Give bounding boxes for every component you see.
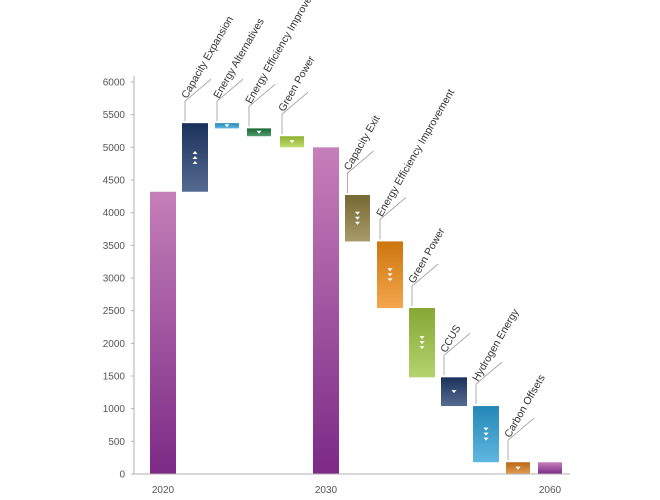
total-bar	[150, 191, 176, 474]
total-bar	[538, 462, 562, 474]
down-arrow-icon	[256, 130, 262, 134]
y-tick-label: 6000	[103, 78, 126, 89]
label-leader-line	[379, 197, 407, 240]
down-arrow-icon	[515, 466, 521, 470]
down-arrow-icon	[483, 432, 489, 436]
down-arrow-icon	[224, 124, 230, 128]
y-tick-label: 3500	[103, 241, 126, 252]
label-leader-line	[411, 263, 439, 307]
x-category-label: 2030	[315, 485, 338, 496]
x-category-label: 2020	[152, 485, 175, 496]
y-tick-label: 2500	[103, 306, 126, 317]
step-label: Hydrogen Energy	[470, 306, 522, 383]
down-arrow-icon	[387, 268, 393, 272]
y-tick-label: 5000	[103, 143, 126, 154]
down-arrow-icon	[483, 437, 489, 441]
y-tick-label: 1500	[103, 372, 126, 383]
down-arrow-icon	[387, 273, 393, 277]
label-leader-line	[184, 78, 212, 122]
step-label: Green Power	[406, 226, 448, 286]
down-arrow-icon	[451, 390, 457, 394]
label-leader-line	[216, 78, 244, 122]
down-arrow-icon	[419, 341, 425, 345]
down-arrow-icon	[387, 278, 393, 282]
label-leader-line	[443, 333, 471, 376]
down-arrow-icon	[419, 336, 425, 340]
x-category-label: 2060	[539, 485, 562, 496]
y-tick-label: 4500	[103, 176, 126, 187]
up-arrow-icon	[192, 160, 198, 164]
label-leader-line	[281, 91, 309, 135]
y-tick-label: 0	[119, 470, 125, 481]
down-arrow-icon	[355, 211, 360, 215]
y-tick-label: 1000	[103, 404, 126, 415]
total-bar	[313, 147, 339, 475]
down-arrow-icon	[355, 216, 360, 220]
y-tick-label: 2000	[103, 339, 126, 350]
label-leader-line	[507, 417, 535, 461]
up-arrow-icon	[192, 150, 198, 154]
label-leader-line	[248, 84, 276, 127]
y-tick-label: 5500	[103, 110, 126, 121]
up-arrow-icon	[192, 155, 198, 159]
label-leader-line	[347, 150, 374, 194]
step-label: Green Power	[276, 54, 318, 114]
bars	[150, 123, 562, 475]
down-arrow-icon	[483, 427, 489, 431]
y-tick-label: 500	[108, 437, 125, 448]
step-label: CCUS	[438, 323, 463, 355]
y-axis: 0 500 1000 1500 2000 2500 3000 3500 4000 4500 5000…	[103, 76, 135, 481]
step-label: Capacity Exit	[342, 113, 383, 172]
step-label: Energy Efficiency Improvement	[374, 87, 457, 219]
label-leader-line	[475, 361, 503, 405]
y-tick-label: 4000	[103, 208, 126, 219]
x-axis: 2020 2030 2060	[134, 473, 570, 496]
down-arrow-icon	[419, 346, 425, 350]
down-arrow-icon	[289, 140, 295, 144]
step-label: Carbon Offsets	[502, 373, 548, 440]
y-tick-label: 3000	[103, 274, 126, 285]
down-arrow-icon	[355, 221, 360, 225]
